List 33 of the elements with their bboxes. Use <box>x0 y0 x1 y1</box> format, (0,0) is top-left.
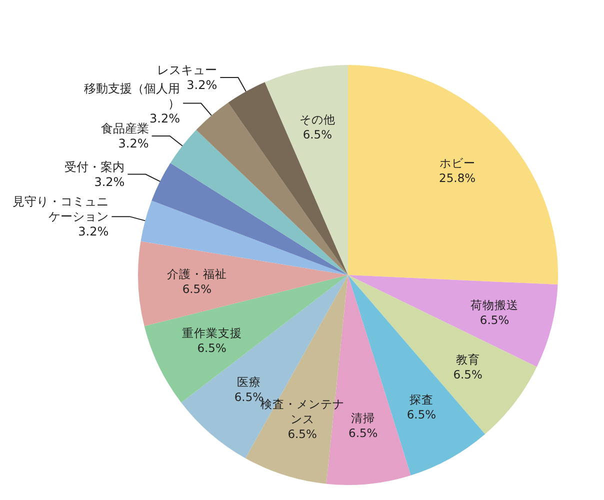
data-label: 3.2% <box>78 224 109 239</box>
slice-label: 教育 <box>456 352 480 367</box>
data-label: 25.8% <box>439 171 476 186</box>
data-label: 3.2% <box>150 111 180 126</box>
data-label: 6.5% <box>406 408 436 422</box>
pie-slice <box>264 65 348 275</box>
pie-slice <box>348 65 558 285</box>
data-label: 6.5% <box>348 426 378 440</box>
data-label: 3.2% <box>118 136 149 150</box>
slice-label: レスキュー <box>157 62 218 77</box>
pie-slice <box>348 275 558 367</box>
data-label: 6.5% <box>480 312 510 327</box>
slice-label: ホビー <box>439 156 476 170</box>
slice-label: 食品産業 <box>100 121 149 136</box>
slice-label: 見守り・コミュニケーション <box>12 194 109 224</box>
slice-label: 荷物搬送 <box>470 298 519 312</box>
slice-label: 移動支援（個人用） <box>84 81 180 110</box>
pie-slice <box>228 82 348 275</box>
data-label: 6.5% <box>453 368 482 382</box>
slice-label: 受付・案内 <box>64 160 125 174</box>
data-label: 6.5% <box>288 427 317 442</box>
slice-label: その他 <box>299 112 336 126</box>
slice-label: 医療 <box>236 374 261 389</box>
data-label: 6.5% <box>197 341 226 356</box>
data-label: 3.2% <box>94 174 125 189</box>
data-label: 6.5% <box>302 127 332 142</box>
slice-label: 介護・福祉 <box>166 266 227 281</box>
slice-label: 探査 <box>409 392 434 407</box>
slice-label: 清掃 <box>351 410 376 425</box>
slice-label: 重作業支援 <box>182 326 242 340</box>
data-label: 3.2% <box>186 78 218 92</box>
pie-slice <box>138 241 348 326</box>
data-label: 6.5% <box>182 282 212 296</box>
